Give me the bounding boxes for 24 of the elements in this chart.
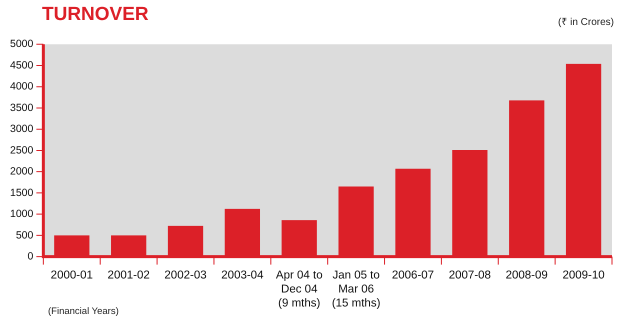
x-tick-label: 2009-10 (562, 270, 605, 282)
y-tick-label: 3500 (10, 102, 34, 114)
text: (Financial Years) (48, 306, 119, 317)
y-tick-label: 2500 (10, 144, 34, 156)
y-tick-label: 500 (16, 229, 34, 242)
y-tick-label: 3000 (10, 123, 34, 136)
y-tick-label: 4500 (10, 59, 34, 72)
y-tick-label: 0 (28, 250, 34, 262)
x-tick-label: 2008-09 (506, 270, 548, 282)
x-tick-label: 2000-01 (50, 270, 93, 282)
y-tick-label: 1000 (10, 208, 34, 220)
x-tick-label: 2003-04 (221, 270, 264, 282)
y-tick-label: 1500 (10, 186, 34, 199)
y-tick-label: 5000 (10, 38, 34, 50)
chart-title: TURNOVER (42, 4, 149, 26)
x-tick-label: 2002-03 (164, 270, 207, 282)
x-tick-label: Jan 05 to Mar 06 (15 mths) (332, 270, 381, 310)
x-tick-label: 2007-08 (448, 270, 491, 282)
text: (₹ in Crores) (558, 16, 614, 28)
x-tick-label: 2006-07 (392, 270, 434, 282)
y-tick-label: 2000 (10, 166, 34, 178)
x-tick-label: Apr 04 to Dec 04 (9 mths) (276, 270, 323, 310)
x-tick-label: 2001-02 (108, 270, 150, 282)
y-tick-label: 4000 (10, 80, 34, 93)
